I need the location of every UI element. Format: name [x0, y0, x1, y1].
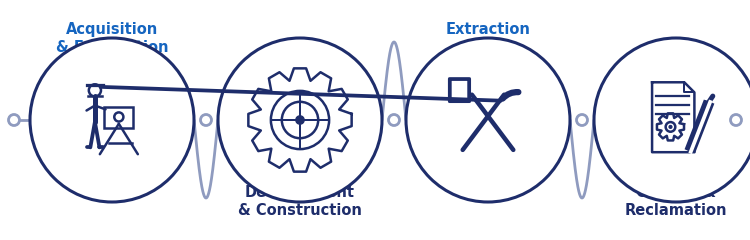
- Circle shape: [8, 114, 20, 126]
- Circle shape: [406, 38, 570, 202]
- Circle shape: [30, 38, 194, 202]
- Circle shape: [594, 38, 750, 202]
- Circle shape: [296, 116, 304, 124]
- Circle shape: [577, 114, 587, 126]
- Text: Development
& Construction: Development & Construction: [238, 185, 362, 218]
- Text: Extraction: Extraction: [446, 22, 530, 37]
- Text: Closure &
Reclamation: Closure & Reclamation: [625, 185, 728, 218]
- Circle shape: [669, 126, 672, 128]
- Circle shape: [200, 114, 211, 126]
- Bar: [104, 107, 134, 128]
- Text: Acquisition
& Exploration: Acquisition & Exploration: [56, 22, 168, 55]
- Circle shape: [730, 114, 742, 126]
- Circle shape: [388, 114, 400, 126]
- Circle shape: [218, 38, 382, 202]
